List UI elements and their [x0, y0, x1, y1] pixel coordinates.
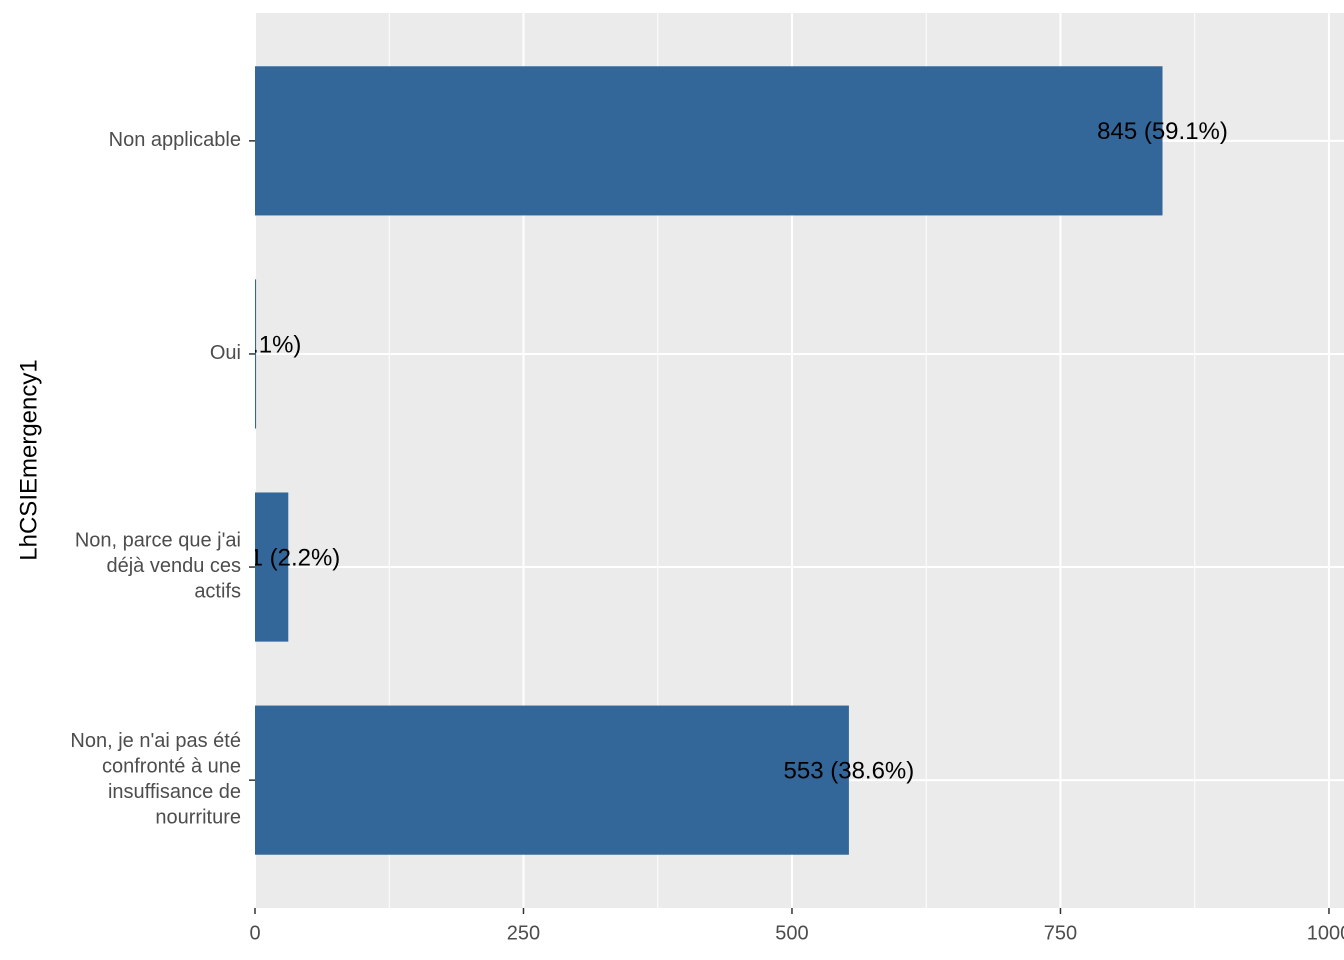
x-tick-label: 750: [1044, 922, 1077, 944]
value-label: 1 (0.1%): [211, 331, 302, 358]
y-axis-title: LhCSIEmergency1: [15, 359, 42, 560]
bar: [255, 66, 1163, 216]
bar: [255, 279, 257, 429]
x-tick-label: 0: [249, 922, 260, 944]
value-label: 845 (59.1%): [1097, 118, 1228, 145]
y-tick-label: Non, parce que j'ai déjà vendu ces actifs: [75, 530, 241, 603]
y-tick-label: Non, je n'ai pas été confronté à une insuf…: [70, 730, 241, 829]
x-tick-label: 500: [775, 922, 808, 944]
value-label: 553 (38.6%): [784, 757, 915, 784]
x-tick-label: 1000: [1307, 922, 1344, 944]
bars: 845 (59.1%) 1 (0.1%) 31 (2.2%) 553 (38.6%): [211, 66, 1228, 855]
y-tick-label: Oui: [210, 342, 241, 364]
bar: [255, 705, 849, 855]
value-label: 31 (2.2%): [236, 544, 340, 571]
bar: [255, 492, 289, 642]
x-tick-label: 250: [507, 922, 540, 944]
axes: 0 250 500 750 1000 Non applicable Oui Non, parc…: [70, 129, 1344, 944]
y-tick-label: Non applicable: [109, 129, 241, 151]
